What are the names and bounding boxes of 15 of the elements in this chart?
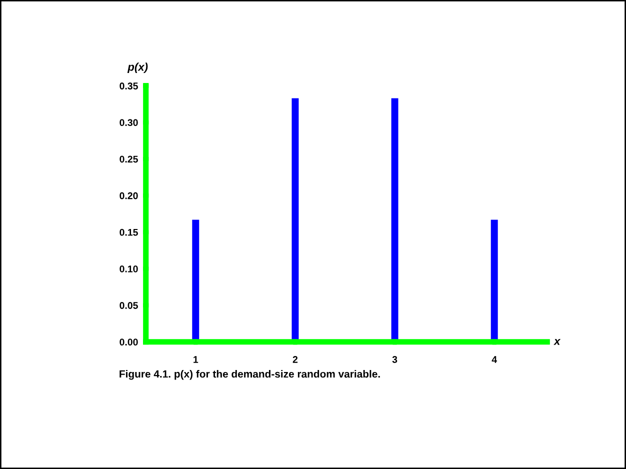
x-tick-label: 2 <box>292 356 298 363</box>
y-tick-label: 0.20 <box>120 192 138 200</box>
y-tick-label: 0.25 <box>120 156 138 163</box>
y-axis-title: p(x) <box>127 62 148 74</box>
y-tick-label: 0.10 <box>120 265 138 272</box>
x-tick-label: 1 <box>194 356 198 363</box>
y-tick-label: 0.05 <box>120 302 138 309</box>
y-tick-label: 0.35 <box>120 82 138 90</box>
y-tick-label: 0.30 <box>120 119 138 126</box>
x-tick-label: 3 <box>392 356 398 363</box>
x-tick-label: 4 <box>492 356 498 363</box>
y-tick-label: 0.00 <box>120 338 138 346</box>
y-tick-label: 0.15 <box>120 228 138 236</box>
caption: Figure 4.1. p(x) for the demand-size random variable. <box>120 370 380 380</box>
x-axis-title: x <box>554 338 561 345</box>
